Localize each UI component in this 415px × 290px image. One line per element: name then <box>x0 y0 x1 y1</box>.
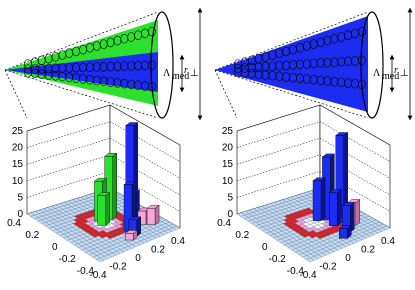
bar <box>125 233 134 241</box>
bar-top <box>125 122 139 126</box>
z-tick-label: 25 <box>222 126 234 137</box>
label: med <box>172 71 189 82</box>
cone-edge <box>4 69 28 119</box>
label: Λ <box>373 68 381 79</box>
label: r <box>394 65 398 76</box>
label: ⊥ <box>400 68 409 79</box>
label: med <box>382 71 399 82</box>
cone-edge <box>214 69 369 119</box>
bar-side <box>105 192 110 226</box>
bar-top <box>335 132 349 136</box>
bar-top <box>128 216 142 221</box>
cone-edge <box>214 11 369 71</box>
z-tick-label: 15 <box>222 159 234 170</box>
bar-top <box>341 202 355 206</box>
x-tick-label: -0.2 <box>59 254 77 265</box>
z-tick-label: 0 <box>227 209 233 220</box>
label: r <box>184 65 188 76</box>
z-tick-label: 20 <box>222 143 234 154</box>
bar-top <box>123 181 137 185</box>
cone-rim <box>360 11 384 119</box>
x-tick-label: 0 <box>262 242 268 253</box>
z-tick-label: 25 <box>12 126 24 137</box>
z-tick-label: 15 <box>12 159 24 170</box>
y-tick-label: 0.2 <box>361 245 375 256</box>
x-tick-label: -0.4 <box>287 266 305 277</box>
bar <box>97 195 106 226</box>
y-tick-label: 0 <box>345 253 351 264</box>
bar-top <box>321 153 335 158</box>
bar <box>339 228 348 239</box>
y-tick-label: 0 <box>135 253 141 264</box>
gluon-coil <box>148 60 156 70</box>
bar-side <box>355 199 360 227</box>
cone-edge <box>214 69 238 119</box>
z-tick-label: 10 <box>222 176 234 187</box>
gluon-coil <box>358 55 366 66</box>
bar-top <box>312 177 326 182</box>
bar-side <box>337 189 342 227</box>
cone-edge <box>4 11 159 71</box>
bar-top <box>97 192 111 196</box>
cone <box>215 16 368 112</box>
bar-side <box>320 177 326 222</box>
bar-top <box>338 225 352 229</box>
x-tick-label: 0.2 <box>235 230 249 241</box>
z-tick-label: 10 <box>12 176 24 187</box>
cone-edge <box>4 69 159 119</box>
label: ⊥ <box>190 68 199 79</box>
y-tick-label: -0.2 <box>319 262 337 273</box>
y-tick-label: -0.4 <box>89 270 107 281</box>
cone-core <box>5 52 158 92</box>
bar <box>146 208 156 226</box>
x-tick-label: 0.2 <box>25 230 39 241</box>
bar-top <box>146 205 160 209</box>
gluon-coil <box>358 26 366 37</box>
gluon-coil <box>148 26 156 37</box>
x-tick-label: -0.4 <box>77 266 95 277</box>
z-tick-label: 20 <box>12 143 24 154</box>
floor-cell <box>172 225 181 230</box>
y-tick-label: 0.2 <box>151 245 165 256</box>
x-tick-label: 0.4 <box>7 218 21 229</box>
floor-cell <box>382 225 391 230</box>
cone-rim <box>150 11 174 119</box>
x-tick-label: 0 <box>52 242 58 253</box>
y-tick-label: 0.4 <box>171 236 185 247</box>
label: Λ <box>163 68 171 79</box>
y-tick-label: -0.2 <box>109 262 127 273</box>
bar <box>329 192 338 227</box>
z-tick-label: 5 <box>227 192 233 203</box>
bar-side <box>154 204 160 226</box>
z-tick-label: 5 <box>17 192 23 203</box>
bar-top <box>104 153 118 157</box>
bar-top <box>328 189 342 193</box>
bar-side <box>112 152 117 220</box>
y-tick-label: 0.4 <box>381 236 395 247</box>
y-tick-label: -0.4 <box>299 270 317 281</box>
x-tick-label: -0.2 <box>269 254 287 265</box>
x-tick-label: 0.4 <box>217 218 231 229</box>
bar-top <box>124 230 138 234</box>
bar-top <box>93 177 108 182</box>
z-tick-label: 0 <box>17 209 23 220</box>
bar <box>312 180 322 221</box>
